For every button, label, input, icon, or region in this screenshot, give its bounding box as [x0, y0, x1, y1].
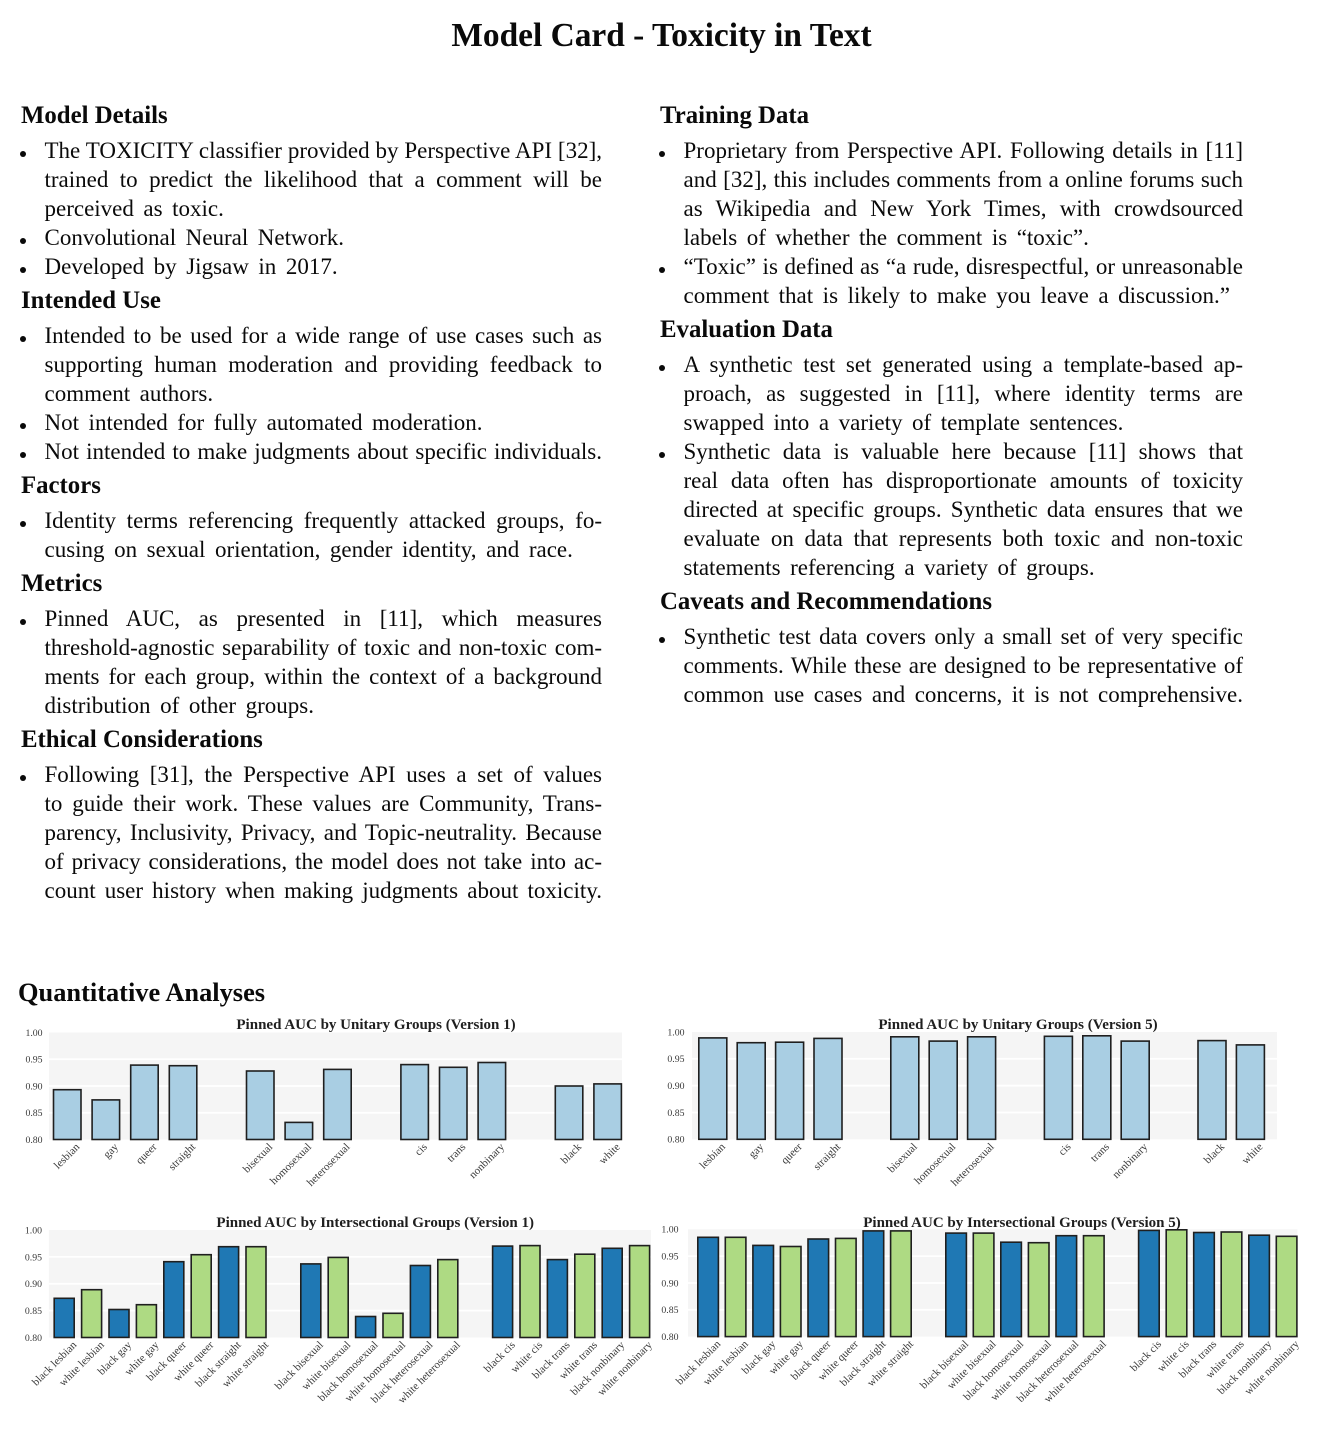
svg-text:1.00: 1.00: [25, 1225, 42, 1236]
svg-text:queer: queer: [779, 1141, 805, 1167]
svg-text:cis: cis: [1056, 1141, 1073, 1158]
svg-text:straight: straight: [166, 1141, 198, 1173]
svg-text:straight: straight: [811, 1141, 843, 1173]
svg-text:0.90: 0.90: [25, 1279, 42, 1290]
svg-text:0.90: 0.90: [661, 1278, 678, 1289]
svg-text:0.85: 0.85: [667, 1108, 684, 1119]
svg-text:0.85: 0.85: [25, 1108, 42, 1119]
svg-text:1.00: 1.00: [25, 1028, 42, 1039]
svg-text:1.00: 1.00: [661, 1225, 678, 1236]
svg-text:nonbinary: nonbinary: [467, 1141, 507, 1181]
svg-text:0.80: 0.80: [25, 1135, 42, 1146]
svg-text:0.90: 0.90: [667, 1081, 684, 1092]
svg-text:Pinned AUC by Intersectional G: Pinned AUC by Intersectional Groups (Ver…: [216, 1215, 534, 1231]
svg-text:black: black: [1202, 1141, 1228, 1167]
svg-text:Pinned AUC by Unitary Groups (: Pinned AUC by Unitary Groups (Version 5): [878, 1017, 1157, 1033]
svg-text:trans: trans: [1088, 1141, 1112, 1165]
svg-text:bisexual: bisexual: [241, 1141, 275, 1175]
svg-text:trans: trans: [445, 1141, 469, 1165]
svg-text:bisexual: bisexual: [886, 1141, 920, 1175]
svg-text:0.95: 0.95: [667, 1054, 684, 1065]
svg-text:gay: gay: [747, 1141, 767, 1161]
svg-text:white: white: [597, 1141, 623, 1167]
svg-text:white: white: [1240, 1141, 1266, 1167]
svg-text:lesbian: lesbian: [52, 1141, 83, 1172]
svg-text:Pinned AUC by Intersectional G: Pinned AUC by Intersectional Groups (Ver…: [863, 1215, 1181, 1231]
svg-text:0.90: 0.90: [25, 1081, 42, 1092]
svg-text:1.00: 1.00: [667, 1027, 684, 1038]
svg-text:0.80: 0.80: [667, 1135, 684, 1146]
svg-text:lesbian: lesbian: [697, 1141, 728, 1172]
svg-text:gay: gay: [101, 1141, 121, 1161]
svg-text:0.85: 0.85: [25, 1306, 42, 1317]
svg-text:0.95: 0.95: [661, 1252, 678, 1263]
svg-text:0.80: 0.80: [661, 1332, 678, 1343]
svg-text:cis: cis: [413, 1141, 430, 1158]
svg-text:black: black: [559, 1141, 585, 1167]
svg-text:0.95: 0.95: [25, 1252, 42, 1263]
svg-text:0.85: 0.85: [661, 1305, 678, 1316]
svg-text:Pinned AUC by Unitary Groups (: Pinned AUC by Unitary Groups (Version 1): [236, 1017, 515, 1033]
svg-text:queer: queer: [134, 1141, 160, 1167]
svg-text:0.95: 0.95: [25, 1055, 42, 1066]
svg-text:0.80: 0.80: [25, 1333, 42, 1344]
svg-text:nonbinary: nonbinary: [1110, 1141, 1150, 1181]
